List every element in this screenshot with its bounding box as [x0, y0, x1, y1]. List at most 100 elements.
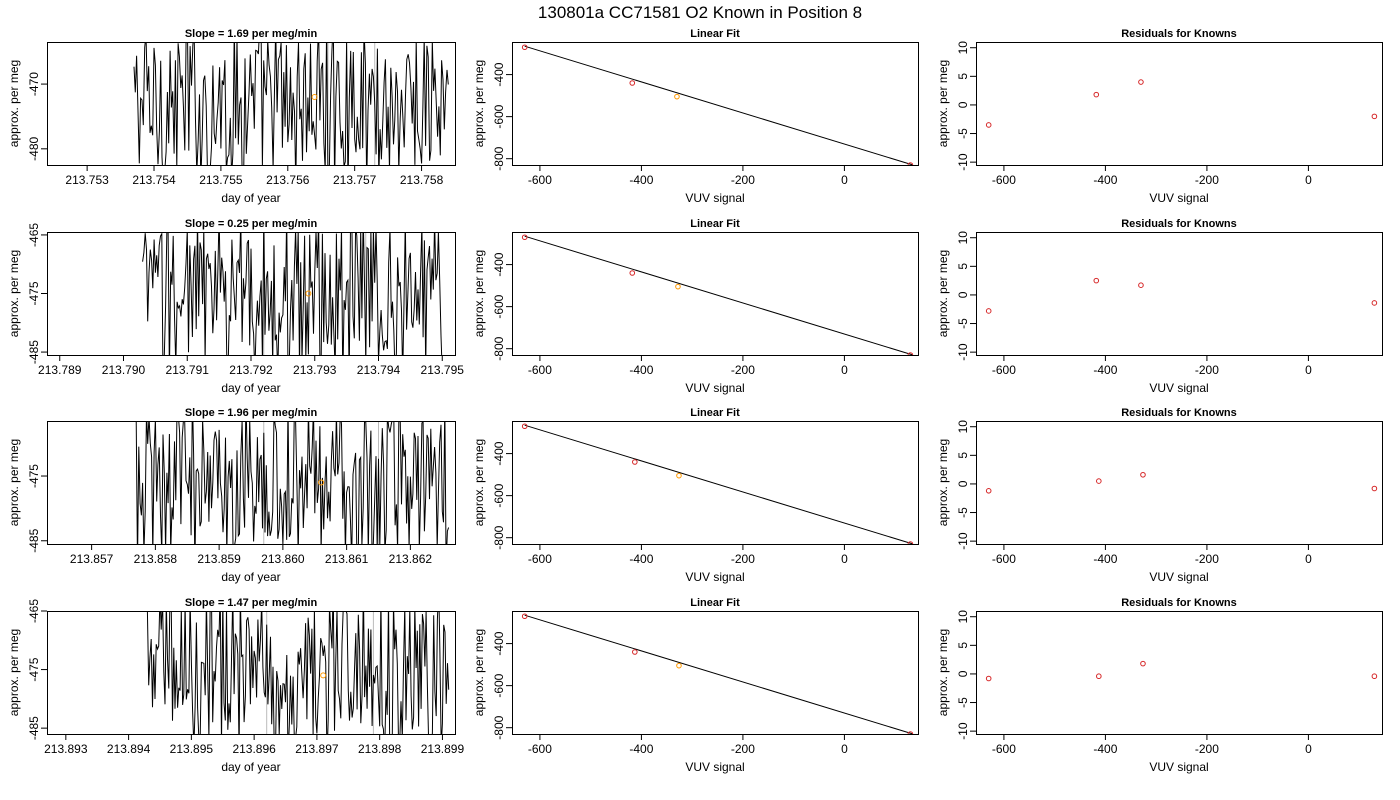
y-tick-label: -800: [492, 336, 506, 360]
data-point: [907, 352, 914, 355]
panel-title: Linear Fit: [690, 597, 740, 609]
x-tick-label: -400: [629, 552, 653, 566]
x-tick-label: -600: [992, 742, 1016, 756]
x-tick-label: 213.893: [44, 742, 88, 756]
x-axis-label: day of year: [221, 570, 280, 584]
plot-area: [521, 613, 914, 734]
plot-frame: [47, 611, 456, 735]
x-tick-label: -400: [629, 173, 653, 187]
data-point: [1140, 660, 1146, 667]
panel-title: Slope = 1.47 per meg/min: [185, 597, 318, 609]
y-tick-label: 0: [956, 480, 970, 487]
y-tick-label: -10: [956, 153, 970, 171]
panel-4-3: Residuals for Knowns -600 -400 -200 0 -10 -5 0 5…: [936, 597, 1383, 774]
data-point: [985, 308, 992, 314]
data-point: [907, 541, 914, 544]
x-tick-label: 213.792: [229, 363, 273, 377]
x-axis-label: VUV signal: [685, 570, 744, 584]
x-tick-label: -600: [528, 552, 552, 566]
panel-title: Slope = 0.25 per meg/min: [185, 218, 318, 230]
fit-line: [524, 45, 914, 165]
y-tick-label: -10: [956, 532, 970, 550]
y-tick-label: -400: [492, 252, 506, 276]
y-axis-label: approx. per meg: [472, 60, 486, 147]
x-axis-label: day of year: [221, 760, 280, 774]
x-tick-label: 213.755: [199, 173, 243, 187]
plot-frame: [512, 42, 919, 166]
highlight-point: [676, 662, 682, 669]
x-tick-label: 213.895: [170, 742, 214, 756]
x-axis-label: VUV signal: [1149, 381, 1208, 395]
data-point: [985, 675, 992, 682]
x-axis-label: VUV signal: [685, 760, 744, 774]
y-tick-label: 0: [956, 670, 970, 677]
x-tick-label: 0: [841, 363, 848, 377]
plot-area: [146, 611, 450, 734]
plot-area: [521, 234, 914, 355]
series-line: [133, 42, 449, 165]
highlight-point: [674, 93, 680, 100]
plot-frame: [47, 42, 456, 166]
x-tick-label: 213.894: [107, 742, 151, 756]
x-axis-label: VUV signal: [1149, 570, 1208, 584]
x-tick-label: 213.756: [266, 173, 310, 187]
x-tick-label: -200: [731, 742, 755, 756]
y-axis-label: approx. per meg: [936, 629, 950, 716]
panel-title: Residuals for Knowns: [1121, 218, 1237, 230]
mean-marker: [320, 672, 327, 679]
panel-3-1: Slope = 1.96 per meg/min 213.857 213.858 21…: [7, 407, 456, 584]
x-tick-label: 213.754: [132, 173, 176, 187]
data-point: [1096, 478, 1102, 484]
x-tick-label: 0: [1305, 552, 1312, 566]
y-axis-label: approx. per meg: [7, 629, 21, 716]
x-tick-label: -200: [731, 363, 755, 377]
y-axis-label: approx. per meg: [7, 439, 21, 526]
y-axis-label: approx. per meg: [472, 250, 486, 337]
x-tick-label: -200: [731, 552, 755, 566]
x-tick-label: 213.791: [166, 363, 210, 377]
x-tick-label: 213.897: [295, 742, 339, 756]
plot-area: [135, 421, 450, 544]
series-line: [142, 232, 443, 355]
plot-frame: [512, 611, 919, 735]
x-tick-label: -600: [528, 363, 552, 377]
y-axis-label: approx. per meg: [936, 439, 950, 526]
figure-title: 130801a CC71581 O2 Known in Position 8: [538, 3, 862, 22]
x-tick-label: -200: [731, 173, 755, 187]
x-tick-label: -200: [1195, 173, 1219, 187]
y-axis-label: approx. per meg: [472, 629, 486, 716]
x-tick-label: 213.899: [421, 742, 465, 756]
x-tick-label: -400: [1093, 173, 1117, 187]
panel-3-3: Residuals for Knowns -600 -400 -200 0 -10 -5 0 5…: [936, 407, 1383, 584]
data-point: [521, 234, 528, 241]
y-tick-label: -480: [27, 136, 41, 160]
y-tick-label: -475: [27, 464, 41, 488]
data-point: [985, 122, 992, 128]
panel-1-1: Slope = 1.69 per meg/min 213.753 213.754 21…: [7, 28, 456, 205]
x-tick-label: 0: [841, 173, 848, 187]
panel-title: Slope = 1.96 per meg/min: [185, 407, 318, 419]
y-tick-label: -400: [492, 631, 506, 655]
panel-4-1: Slope = 1.47 per meg/min 213.893 213.894 21…: [7, 597, 465, 774]
fit-line: [524, 424, 914, 544]
series-line: [135, 421, 450, 544]
plot-area: [985, 277, 1378, 314]
x-tick-label: 213.860: [261, 552, 305, 566]
panel-1-3: Residuals for Knowns -600 -400 -200 0 -10 -5 0 5…: [936, 28, 1383, 205]
y-tick-label: 10: [956, 231, 970, 245]
x-tick-label: 0: [1305, 363, 1312, 377]
y-tick-label: 10: [956, 41, 970, 55]
plot-area: [133, 42, 449, 165]
y-tick-label: -400: [492, 441, 506, 465]
y-axis-label: approx. per meg: [936, 250, 950, 337]
x-axis-label: VUV signal: [1149, 191, 1208, 205]
x-tick-label: 213.896: [232, 742, 276, 756]
y-tick-label: 10: [956, 610, 970, 624]
y-tick-label: -465: [27, 223, 41, 247]
y-tick-label: -5: [956, 507, 970, 518]
panel-title: Linear Fit: [690, 218, 740, 230]
plot-frame: [47, 421, 456, 545]
data-point: [1093, 277, 1100, 284]
plot-frame: [976, 611, 1383, 735]
